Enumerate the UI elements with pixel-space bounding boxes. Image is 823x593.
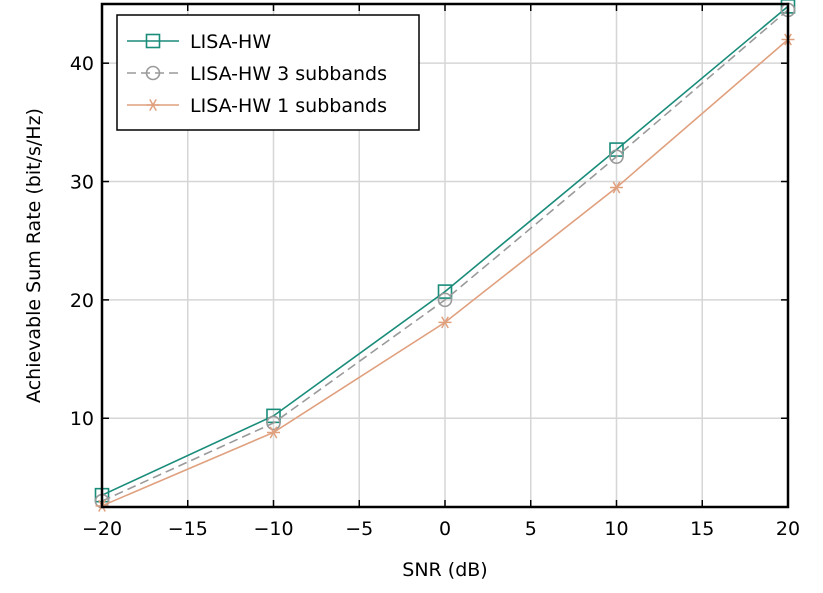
x-tick-label: 10 — [604, 518, 628, 540]
y-tick-label: 30 — [70, 172, 94, 194]
data-point-marker — [145, 33, 161, 49]
y-axis-label: Achievable Sum Rate (bit/s/Hz) — [23, 108, 45, 403]
legend-entry: LISA-HW 1 subbands — [127, 95, 387, 117]
y-tick-label: 20 — [70, 290, 94, 312]
series-line — [101, 5, 789, 496]
data-point-marker — [609, 149, 624, 164]
x-axis-label: SNR (dB) — [402, 559, 487, 581]
legend-label: LISA-HW 3 subbands — [190, 63, 387, 85]
legend-label: LISA-HW — [190, 31, 271, 53]
data-point-marker — [438, 316, 452, 329]
x-tick-label: 15 — [690, 518, 714, 540]
legend-entry: LISA-HW — [127, 31, 271, 53]
x-tick-label: −10 — [253, 518, 293, 540]
y-tick-label: 10 — [70, 408, 94, 430]
legend-box — [116, 14, 420, 131]
data-point-marker — [437, 292, 453, 308]
legend-entry: LISA-HW 3 subbands — [127, 63, 387, 85]
y-tick-label: 40 — [70, 53, 94, 75]
data-point-marker — [437, 284, 453, 299]
x-tick-label: −15 — [168, 518, 208, 540]
x-tick-label: 5 — [525, 518, 537, 540]
data-point-marker — [266, 415, 281, 431]
series-line — [101, 9, 789, 502]
x-tick-label: −20 — [82, 518, 122, 540]
data-point-marker — [610, 181, 623, 194]
data-point-marker — [145, 65, 161, 81]
x-tick-label: 20 — [776, 518, 800, 540]
legend-label: LISA-HW 1 subbands — [190, 95, 387, 117]
data-point-marker — [267, 426, 280, 439]
x-tick-label: −5 — [345, 518, 373, 540]
series-layer — [94, 0, 796, 512]
tick-labels: −20 −15 −10 −5 0 5 10 15 20 10 20 30 40 — [70, 53, 800, 540]
data-point-marker — [146, 98, 160, 112]
ticks — [101, 4, 789, 507]
x-tick-label: 0 — [439, 518, 451, 540]
legend: LISA-HW LISA-HW 3 subbands LISA-HW 1 subba… — [116, 14, 420, 131]
